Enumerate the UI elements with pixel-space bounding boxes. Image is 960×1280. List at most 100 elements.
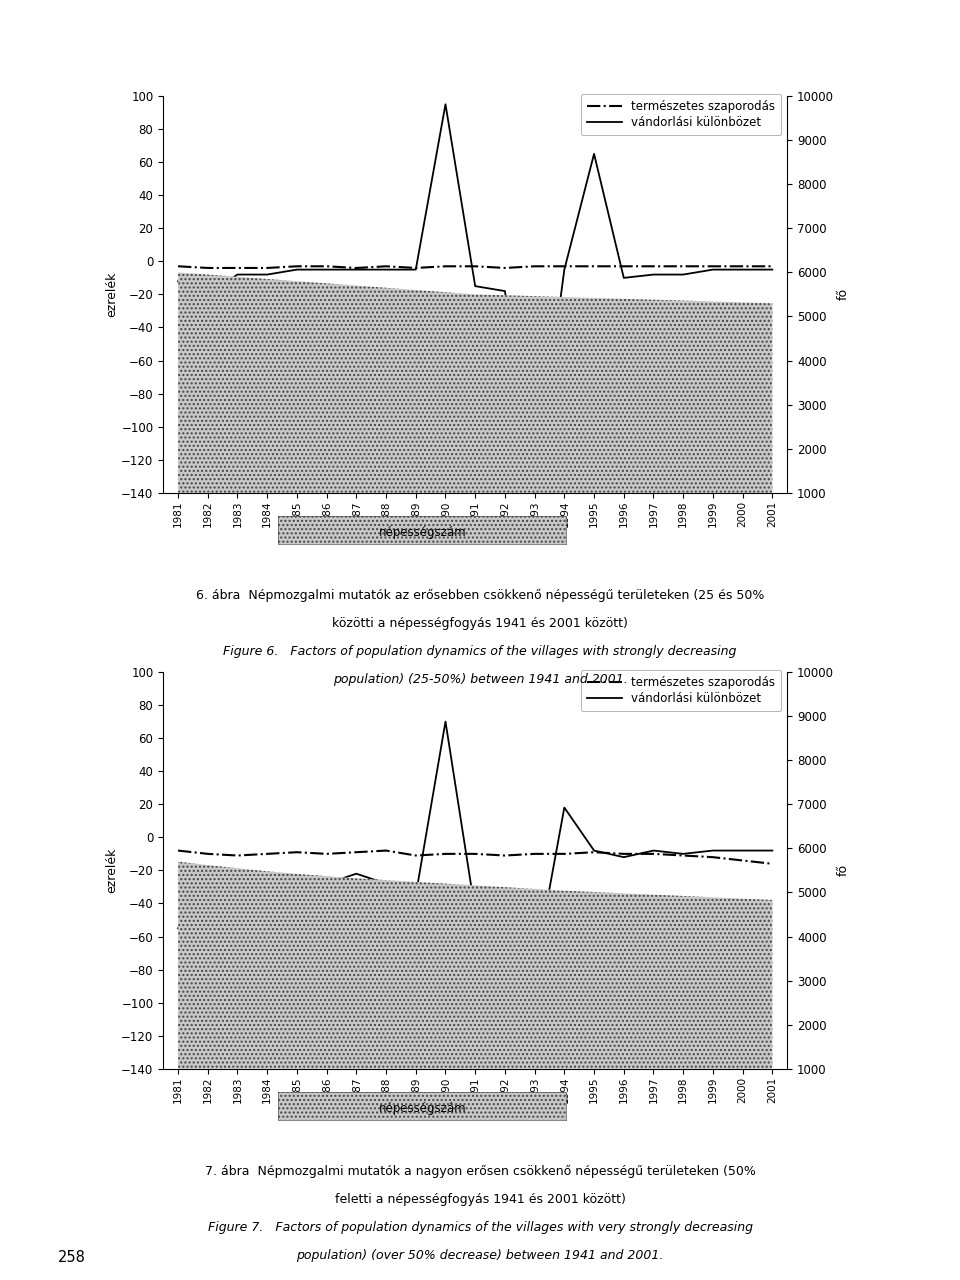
vándorlási különbözet [410,262,421,278]
természetes szaporodás [202,260,213,275]
Text: population) (over 50% decrease) between 1941 and 2001.: population) (over 50% decrease) between … [297,1249,663,1262]
természetes szaporodás [559,846,570,861]
természetes szaporodás [588,259,600,274]
természetes szaporodás [261,846,273,861]
vándorlási különbözet [767,842,779,858]
Line: természetes szaporodás: természetes szaporodás [178,266,773,268]
természetes szaporodás [678,847,689,863]
Line: vándorlási különbözet: vándorlási különbözet [178,722,773,1002]
vándorlási különbözet [231,896,243,911]
vándorlási különbözet [708,262,719,278]
természetes szaporodás [767,259,779,274]
természetes szaporodás [469,259,481,274]
természetes szaporodás [529,259,540,274]
Text: population) (25-50%) between 1941 and 2001.: population) (25-50%) between 1941 and 20… [332,673,628,686]
természetes szaporodás [648,846,660,861]
vándorlási különbözet [559,800,570,815]
vándorlási különbözet [202,863,213,878]
vándorlási különbözet [291,262,302,278]
természetes szaporodás [172,259,183,274]
Text: feletti a népességfogyás 1941 és 2001 között): feletti a népességfogyás 1941 és 2001 kö… [335,1193,625,1206]
vándorlási különbözet [231,266,243,282]
természetes szaporodás [737,852,749,868]
Y-axis label: ezrelék: ezrelék [106,847,118,893]
vándorlási különbözet [380,262,392,278]
természetes szaporodás [499,260,511,275]
vándorlási különbözet [172,274,183,289]
Text: Figure 6.   Factors of population dynamics of the villages with strongly decreas: Figure 6. Factors of population dynamics… [224,645,736,658]
vándorlási különbözet [172,920,183,936]
természetes szaporodás [231,847,243,863]
Line: vándorlási különbözet: vándorlási különbözet [178,104,773,493]
Text: 258: 258 [58,1249,85,1265]
természetes szaporodás [410,260,421,275]
vándorlási különbözet [559,262,570,278]
Text: Figure 7.   Factors of population dynamics of the villages with very strongly de: Figure 7. Factors of population dynamics… [207,1221,753,1234]
vándorlási különbözet [469,279,481,294]
természetes szaporodás [559,259,570,274]
vándorlási különbözet [321,876,332,891]
vándorlási különbözet [499,995,511,1010]
természetes szaporodás [380,259,392,274]
természetes szaporodás [350,845,362,860]
természetes szaporodás [618,259,630,274]
természetes szaporodás [737,259,749,274]
Text: 7. ábra  Népmozgalmi mutatók a nagyon erősen csökkenő népességű területeken (50%: 7. ábra Népmozgalmi mutatók a nagyon erő… [204,1165,756,1178]
vándorlási különbözet [261,266,273,282]
vándorlási különbözet [648,266,660,282]
vándorlási különbözet [202,287,213,302]
természetes szaporodás [499,847,511,863]
természetes szaporodás [618,846,630,861]
természetes szaporodás [648,259,660,274]
természetes szaporodás [291,259,302,274]
vándorlási különbözet [440,96,451,111]
természetes szaporodás [321,846,332,861]
természetes szaporodás [231,260,243,275]
Y-axis label: fő: fő [837,288,850,301]
vándorlási különbözet [529,485,540,500]
természetes szaporodás [321,259,332,274]
vándorlási különbözet [350,262,362,278]
vándorlási különbözet [499,283,511,298]
természetes szaporodás [410,847,421,863]
vándorlási különbözet [618,270,630,285]
vándorlási különbözet [261,879,273,895]
vándorlási különbözet [737,262,749,278]
természetes szaporodás [678,259,689,274]
vándorlási különbözet [529,963,540,978]
természetes szaporodás [708,850,719,865]
természetes szaporodás [469,846,481,861]
vándorlási különbözet [440,714,451,730]
vándorlási különbözet [588,842,600,858]
vándorlási különbözet [350,867,362,882]
vándorlási különbözet [737,842,749,858]
Text: népességszám: népességszám [378,526,467,539]
természetes szaporodás [440,846,451,861]
természetes szaporodás [588,845,600,860]
vándorlási különbözet [380,876,392,891]
természetes szaporodás [529,846,540,861]
vándorlási különbözet [588,146,600,161]
természetes szaporodás [350,260,362,275]
természetes szaporodás [172,842,183,858]
Y-axis label: fő: fő [837,864,850,877]
természetes szaporodás [767,856,779,872]
Y-axis label: ezrelék: ezrelék [106,271,118,317]
vándorlási különbözet [678,846,689,861]
vándorlási különbözet [291,870,302,886]
vándorlási különbözet [767,262,779,278]
természetes szaporodás [261,260,273,275]
vándorlási különbözet [321,262,332,278]
vándorlási különbözet [678,266,689,282]
Text: közötti a népességfogyás 1941 és 2001 között): közötti a népességfogyás 1941 és 2001 kö… [332,617,628,630]
vándorlási különbözet [648,842,660,858]
természetes szaporodás [440,259,451,274]
Legend: természetes szaporodás, vándorlási különbözet: természetes szaporodás, vándorlási külön… [581,93,781,136]
természetes szaporodás [202,846,213,861]
természetes szaporodás [291,845,302,860]
természetes szaporodás [708,259,719,274]
vándorlási különbözet [708,842,719,858]
Text: népességszám: népességszám [378,1102,467,1115]
vándorlási különbözet [410,887,421,902]
Legend: természetes szaporodás, vándorlási különbözet: természetes szaporodás, vándorlási külön… [581,669,781,712]
